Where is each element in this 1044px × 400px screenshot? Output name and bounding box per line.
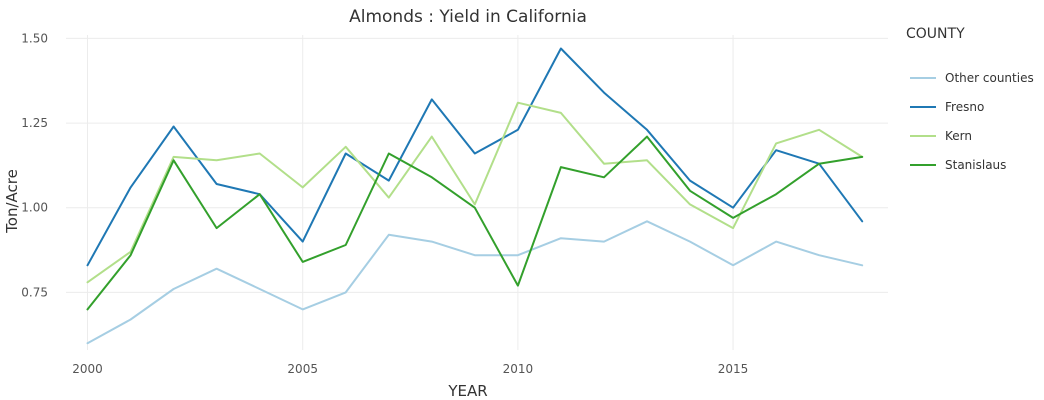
legend-label: Stanislaus bbox=[945, 158, 1006, 172]
series-line-stanislaus bbox=[86, 135, 864, 311]
series-line-other-counties bbox=[86, 220, 864, 345]
series-lines bbox=[86, 47, 864, 345]
series-line-kern bbox=[86, 101, 864, 284]
grid-lines bbox=[66, 35, 888, 350]
y-tick-label: 1.00 bbox=[21, 201, 48, 215]
x-axis-ticks: 2000 2005 2010 2015 bbox=[72, 362, 748, 376]
legend-item-stanislaus[interactable]: Stanislaus bbox=[910, 158, 1006, 172]
legend-item-other-counties[interactable]: Other counties bbox=[910, 71, 1034, 85]
legend-label: Fresno bbox=[945, 100, 984, 114]
y-axis-ticks: 0.75 1.00 1.25 1.50 bbox=[21, 31, 48, 299]
x-tick-label: 2000 bbox=[72, 362, 103, 376]
legend-item-fresno[interactable]: Fresno bbox=[910, 100, 984, 114]
y-tick-label: 0.75 bbox=[21, 285, 48, 299]
legend-title: COUNTY bbox=[906, 26, 965, 42]
y-tick-label: 1.50 bbox=[21, 31, 48, 45]
legend: COUNTY Other counties Fresno Kern Stanislau… bbox=[906, 26, 1034, 172]
y-axis-title: Ton/Acre bbox=[3, 169, 21, 234]
x-tick-label: 2015 bbox=[718, 362, 749, 376]
x-axis-title: YEAR bbox=[447, 382, 487, 400]
x-tick-label: 2010 bbox=[503, 362, 534, 376]
series-line-fresno bbox=[86, 47, 864, 267]
y-tick-label: 1.25 bbox=[21, 116, 48, 130]
chart-title: Almonds : Yield in California bbox=[349, 7, 587, 27]
legend-label: Kern bbox=[945, 129, 972, 143]
legend-label: Other counties bbox=[945, 71, 1034, 85]
legend-item-kern[interactable]: Kern bbox=[910, 129, 972, 143]
x-tick-label: 2005 bbox=[287, 362, 318, 376]
